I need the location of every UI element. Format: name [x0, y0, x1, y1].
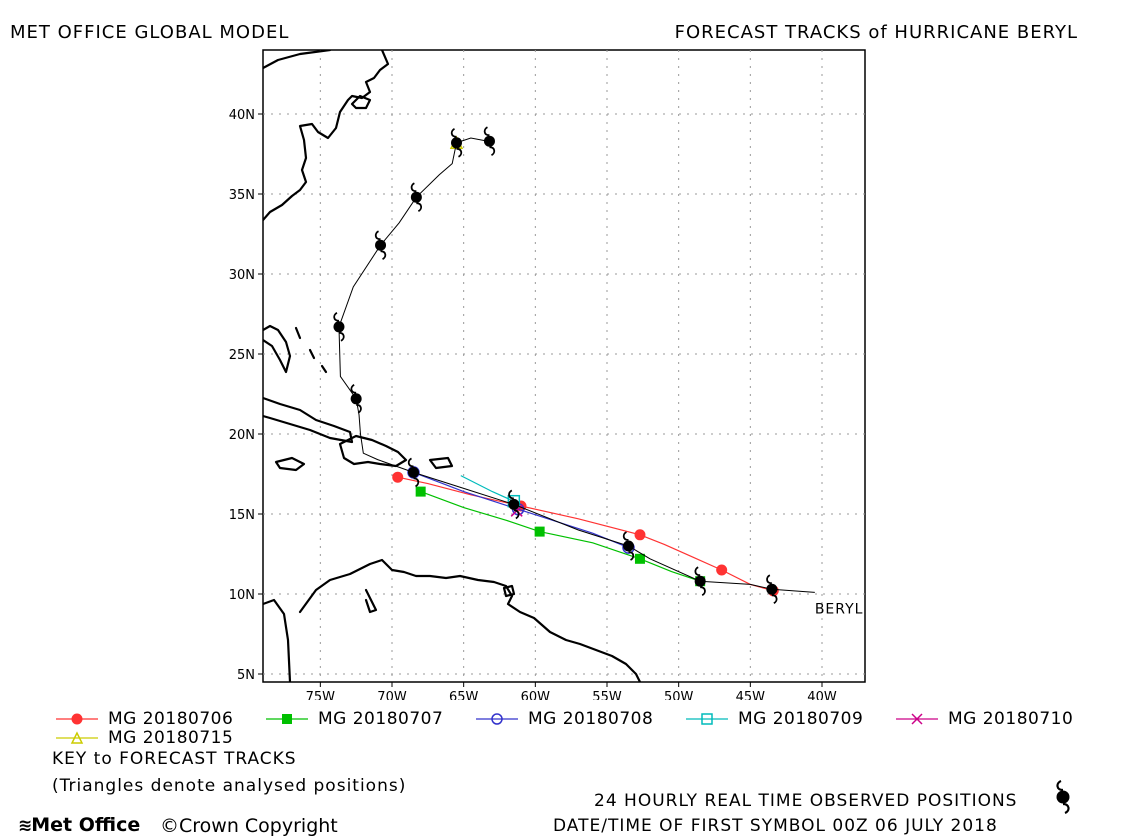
track-marker-square	[415, 486, 426, 497]
legend-swatch	[266, 713, 308, 724]
y-tick-label: 10N	[229, 588, 255, 603]
y-tick-label: 15N	[229, 508, 255, 523]
hurricane-symbol-icon	[350, 383, 362, 414]
legend-item: MG 20180707	[266, 708, 443, 729]
legend-item: MG 20180710	[896, 708, 1073, 729]
met-office-wave-icon: ≋	[18, 816, 32, 836]
forecast-track-line	[420, 491, 701, 582]
storm-label: BERYL	[815, 601, 864, 617]
legend-item: MG 20180708	[476, 708, 653, 729]
y-tick-label: 30N	[229, 268, 255, 283]
hurricane-symbol-icon	[407, 457, 420, 488]
legend-swatch	[896, 712, 938, 725]
legend-swatch	[56, 730, 98, 744]
first-symbol-datetime: DATE/TIME OF FIRST SYMBOL 00Z 06 JULY 20…	[553, 816, 998, 836]
legend-item: MG 20180715	[56, 727, 233, 748]
legend-label: MG 20180709	[738, 708, 864, 729]
legend-label: MG 20180707	[318, 708, 444, 729]
legend-label: MG 20180715	[108, 727, 234, 748]
hurricane-symbol-icon	[333, 311, 345, 342]
legend-swatch	[476, 712, 518, 725]
forecast-track-map: 75W 70W 65W 60W 55W 50W 45W 40W 5N 10N 15N 20N 25N 30…	[229, 49, 866, 700]
y-tick-label: 25N	[229, 348, 255, 363]
hurricane-symbol-icon	[766, 574, 778, 605]
coast-north-america	[263, 50, 390, 222]
y-tick-label: 20N	[229, 428, 255, 443]
coast-trinidad	[502, 584, 516, 598]
met-office-logo: ≋ Met Office	[18, 814, 140, 836]
header-left-title: MET OFFICE GLOBAL MODEL	[10, 22, 290, 43]
hurricane-symbol-icon	[374, 230, 387, 261]
hurricane-symbol-icon	[450, 127, 463, 158]
coast-lake-maracaibo	[364, 588, 378, 614]
header-right-title: FORECAST TRACKS of HURRICANE BERYL	[674, 22, 1078, 43]
track-marker-open-circle	[491, 712, 503, 725]
legend-item: MG 20180706	[56, 708, 233, 729]
observed-track	[333, 126, 815, 605]
hurricane-symbol-icon	[483, 126, 496, 157]
track-marker-circle	[392, 471, 404, 483]
x-tick-label: 70W	[377, 690, 407, 700]
y-tick-label: 5N	[237, 668, 255, 683]
track-marker-square	[282, 713, 292, 724]
key-title: KEY to FORECAST TRACKS	[52, 749, 297, 769]
x-tick-label: 60W	[521, 690, 551, 700]
coast-cuba	[263, 396, 354, 444]
coast-florida	[263, 324, 292, 374]
legend-swatch	[56, 713, 98, 724]
x-tick-label: 45W	[736, 690, 766, 700]
map-gridlines	[258, 50, 865, 687]
x-tick-label: 50W	[664, 690, 694, 700]
key-note: (Triangles denote analysed positions)	[52, 776, 407, 796]
hurricane-symbol-icon	[1056, 780, 1070, 814]
legend-swatch	[686, 712, 728, 725]
observed-positions-label: 24 HOURLY REAL TIME OBSERVED POSITIONS	[594, 791, 1018, 811]
forecast-track-line	[460, 475, 515, 502]
coast-puerto-rico	[428, 456, 454, 470]
copyright-icon: ©	[160, 815, 179, 837]
track-marker-square	[534, 526, 545, 537]
coast-south-america	[263, 558, 642, 682]
map-frame	[262, 49, 866, 683]
crown-copyright: ©Crown Copyright	[160, 815, 338, 837]
track-marker-triangle	[70, 730, 84, 744]
observed-track-line	[338, 137, 815, 593]
coast-bahamas	[294, 326, 328, 374]
legend-item: MG 20180709	[686, 708, 863, 729]
hurricane-symbol-icon	[410, 182, 423, 213]
coastlines	[263, 50, 642, 682]
coast-hispaniola	[338, 434, 408, 468]
axis-tick-labels: 75W 70W 65W 60W 55W 50W 45W 40W 5N 10N 15N 20N 25N 30…	[229, 108, 837, 700]
x-tick-label: 55W	[592, 690, 622, 700]
hurricane-symbol-icon	[508, 489, 520, 520]
coast-maritime	[350, 94, 372, 110]
track-marker-x	[911, 712, 923, 725]
x-tick-label: 75W	[306, 690, 336, 700]
legend-label: MG 20180710	[948, 708, 1074, 729]
hurricane-symbol-icon	[622, 531, 635, 561]
y-tick-label: 35N	[229, 188, 255, 203]
hurricane-symbol-icon	[694, 566, 706, 597]
track-marker-circle	[71, 713, 83, 724]
coast-jamaica	[274, 456, 306, 472]
track-marker-square	[634, 553, 645, 564]
y-tick-label: 40N	[229, 108, 255, 123]
copyright-text: Crown Copyright	[179, 815, 338, 837]
x-tick-label: 65W	[449, 690, 479, 700]
x-tick-label: 40W	[807, 690, 837, 700]
track-marker-circle	[716, 564, 728, 576]
track-marker-circle	[634, 529, 646, 541]
track-marker-open-square	[701, 712, 713, 725]
met-office-brand: Met Office	[31, 814, 141, 836]
legend-label: MG 20180706	[108, 708, 234, 729]
legend-label: MG 20180708	[528, 708, 654, 729]
